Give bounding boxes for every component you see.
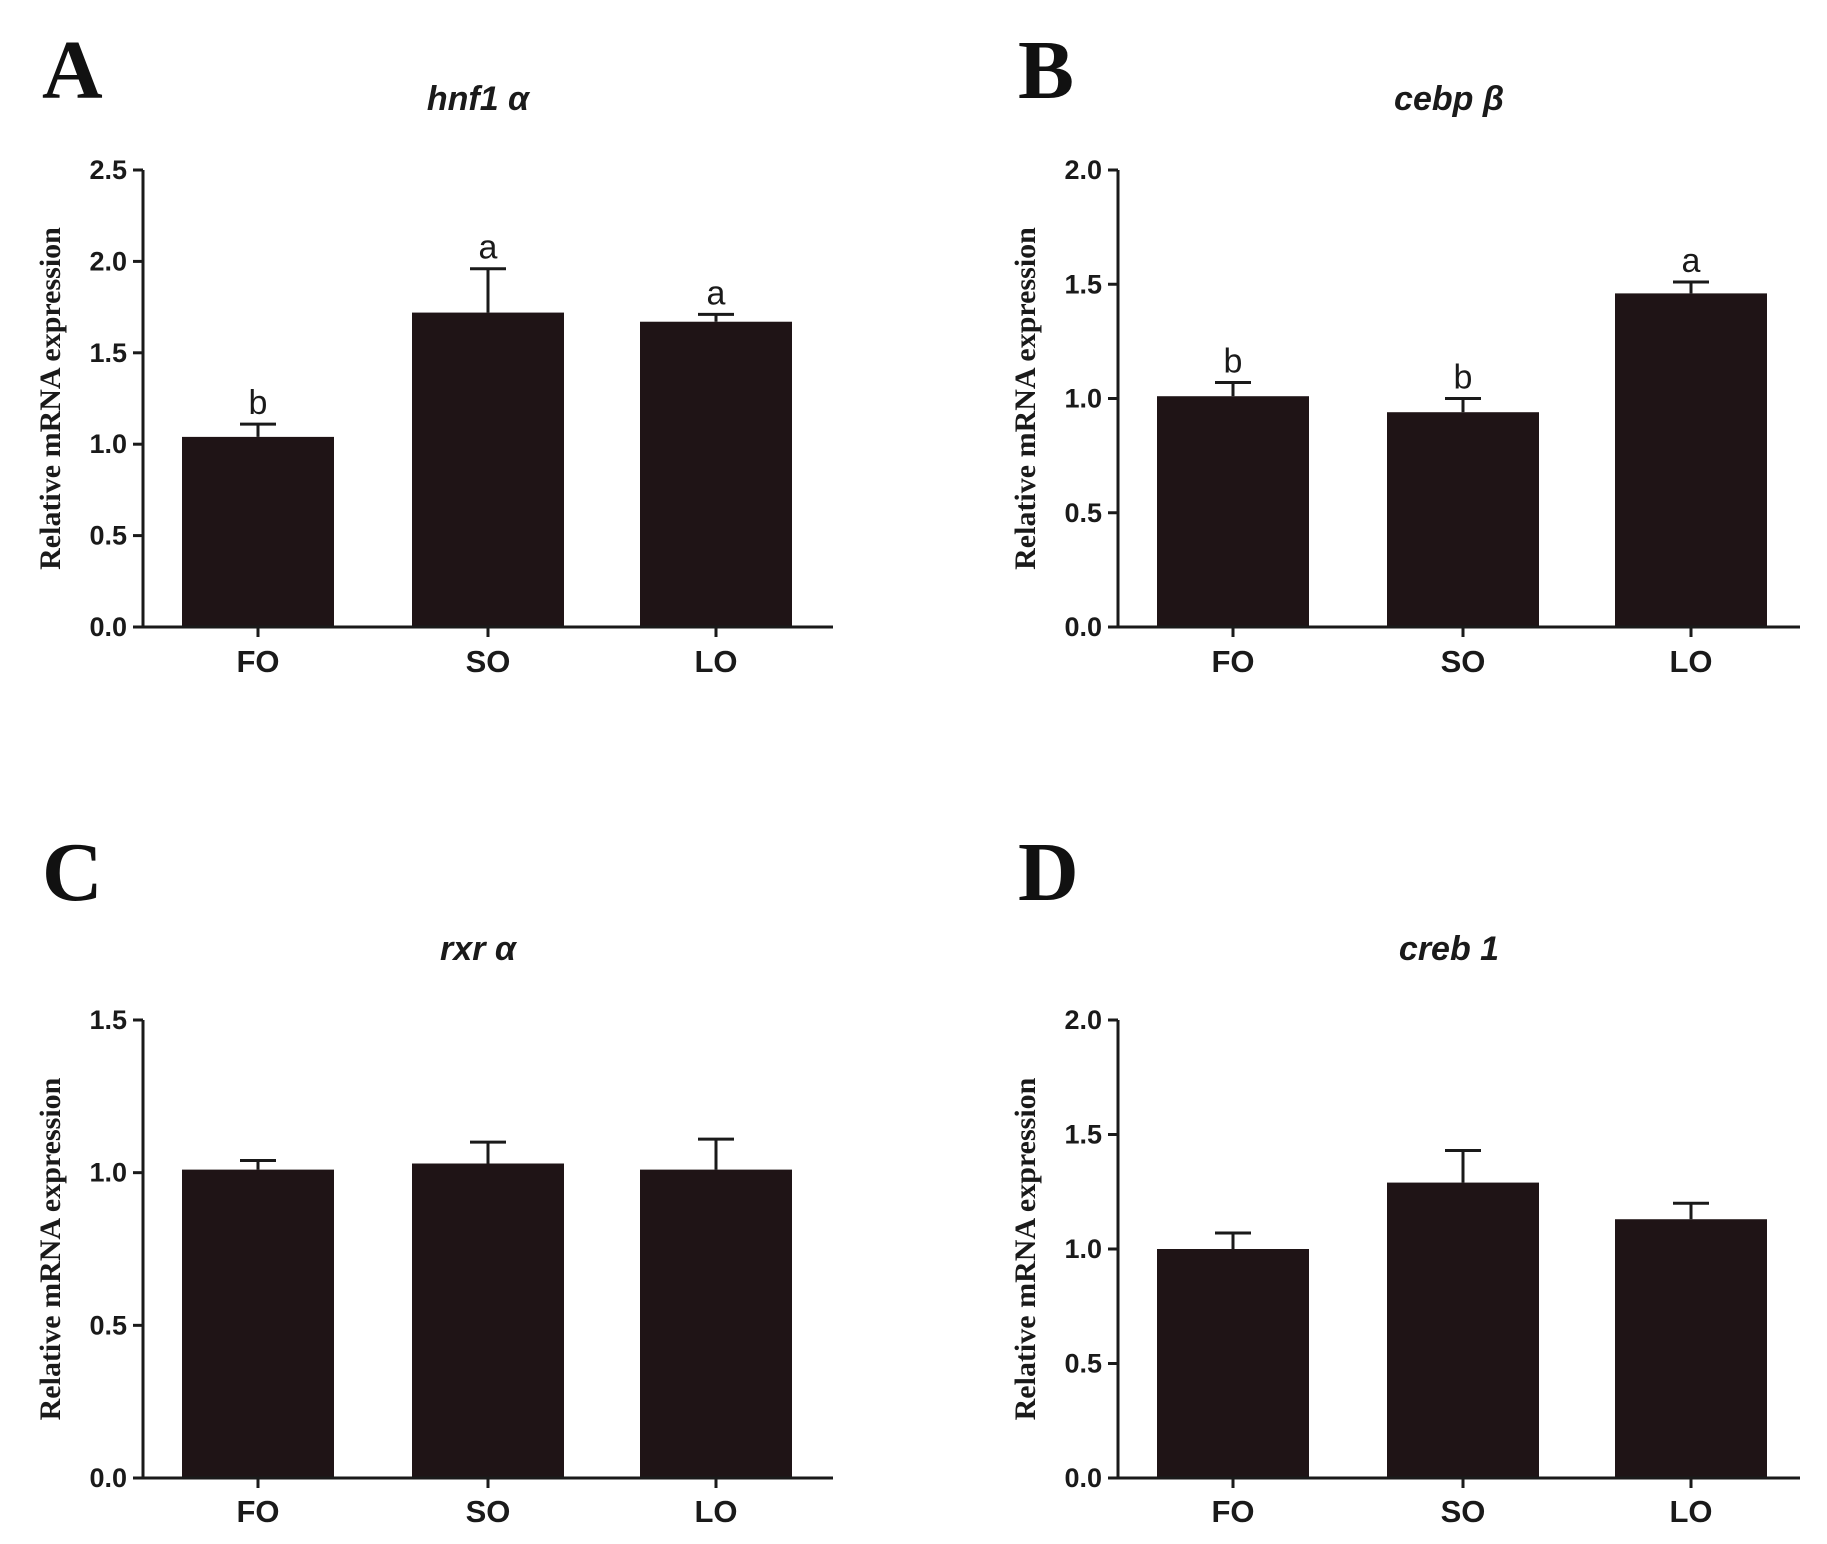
bar-so (1387, 412, 1539, 627)
panel-letter: B (1018, 24, 1074, 117)
panel-letter: D (1018, 826, 1079, 919)
y-tick-label: 2.0 (1064, 155, 1102, 185)
x-tick-label: FO (1211, 644, 1254, 679)
significance-label: a (479, 229, 498, 267)
bar-so (412, 1163, 564, 1478)
x-tick-label: SO (1441, 1494, 1486, 1529)
y-tick-label: 1.5 (89, 1005, 127, 1035)
x-tick-label: FO (1211, 1494, 1254, 1529)
significance-label: a (707, 274, 726, 312)
y-tick-label: 2.0 (1064, 1005, 1102, 1035)
bar-fo (1157, 396, 1309, 627)
chart-title: cebp β (1394, 80, 1504, 118)
y-tick-label: 0.5 (1064, 498, 1102, 528)
x-tick-label: SO (466, 644, 511, 679)
y-tick-label: 0.5 (89, 521, 127, 551)
panel-letter: C (42, 826, 103, 919)
y-tick-label: 0.0 (89, 612, 127, 642)
y-tick-label: 1.5 (1064, 1120, 1102, 1150)
y-tick-label: 1.5 (1064, 269, 1102, 299)
x-tick-label: FO (236, 644, 279, 679)
x-tick-label: LO (1669, 1494, 1712, 1529)
significance-label: b (249, 384, 268, 422)
y-tick-label: 0.5 (89, 1310, 127, 1340)
y-axis-label: Relative mRNA expression (34, 1077, 67, 1420)
bar-lo (640, 1169, 792, 1478)
y-tick-label: 1.5 (89, 338, 127, 368)
bar-lo (1615, 1219, 1767, 1478)
y-axis-label: Relative mRNA expression (34, 227, 67, 570)
y-tick-label: 1.0 (1064, 1234, 1102, 1264)
y-axis-label: Relative mRNA expression (1009, 227, 1042, 570)
significance-label: a (1682, 242, 1701, 280)
x-tick-label: SO (1441, 644, 1486, 679)
y-tick-label: 2.0 (89, 246, 127, 276)
y-tick-label: 0.0 (1064, 612, 1102, 642)
y-tick-label: 2.5 (89, 155, 127, 185)
chart-title: hnf1 α (427, 80, 531, 118)
x-tick-label: LO (694, 644, 737, 679)
y-tick-label: 1.0 (89, 1158, 127, 1188)
bar-fo (182, 436, 334, 627)
significance-label: b (1454, 359, 1473, 397)
chart-title: rxr α (440, 930, 518, 968)
y-tick-label: 0.0 (1064, 1463, 1102, 1493)
x-tick-label: FO (236, 1494, 279, 1529)
y-tick-label: 0.0 (89, 1463, 127, 1493)
x-tick-label: LO (1669, 644, 1712, 679)
panel-letter: A (42, 24, 103, 117)
bar-fo (1157, 1249, 1309, 1478)
chart-title: creb 1 (1399, 930, 1499, 968)
bar-so (1387, 1182, 1539, 1478)
y-tick-label: 1.0 (1064, 384, 1102, 414)
y-tick-label: 1.0 (89, 429, 127, 459)
y-tick-label: 0.5 (1064, 1349, 1102, 1379)
bar-lo (640, 321, 792, 627)
x-tick-label: SO (466, 1494, 511, 1529)
bar-fo (182, 1169, 334, 1478)
bar-lo (1615, 293, 1767, 627)
bar-so (412, 312, 564, 627)
significance-label: b (1224, 343, 1243, 381)
x-tick-label: LO (694, 1494, 737, 1529)
y-axis-label: Relative mRNA expression (1009, 1077, 1042, 1420)
